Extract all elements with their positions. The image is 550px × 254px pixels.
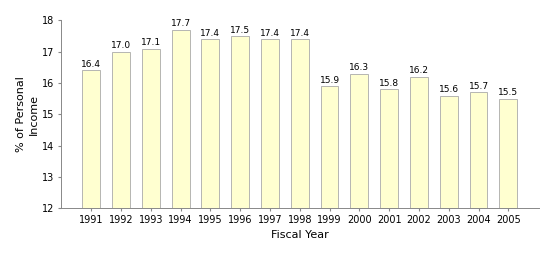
Bar [470,92,487,208]
Text: 17.0: 17.0 [111,41,131,50]
Text: 15.8: 15.8 [379,79,399,88]
Text: 17.4: 17.4 [290,29,310,38]
Text: 17.4: 17.4 [200,29,221,38]
X-axis label: Fiscal Year: Fiscal Year [271,230,329,240]
Text: 17.7: 17.7 [170,20,191,28]
Bar [112,52,130,208]
Bar [350,74,369,208]
Bar [261,39,279,208]
Text: 17.5: 17.5 [230,26,250,35]
Text: 17.1: 17.1 [141,38,161,47]
Bar [82,70,100,208]
Text: 15.6: 15.6 [439,85,459,94]
Text: 16.3: 16.3 [349,63,370,72]
Bar [172,30,190,208]
Text: 15.5: 15.5 [498,88,518,97]
Text: 16.4: 16.4 [81,60,101,69]
Bar [142,49,160,208]
Bar [321,86,338,208]
Text: 15.7: 15.7 [469,82,488,91]
Bar [410,77,428,208]
Text: 16.2: 16.2 [409,67,429,75]
Bar [201,39,219,208]
Bar [291,39,309,208]
Text: 15.9: 15.9 [320,76,339,85]
Bar [440,96,458,208]
Bar [380,89,398,208]
Y-axis label: % of Personal
Income: % of Personal Income [16,76,39,152]
Bar [231,36,249,208]
Bar [499,99,517,208]
Text: 17.4: 17.4 [260,29,280,38]
